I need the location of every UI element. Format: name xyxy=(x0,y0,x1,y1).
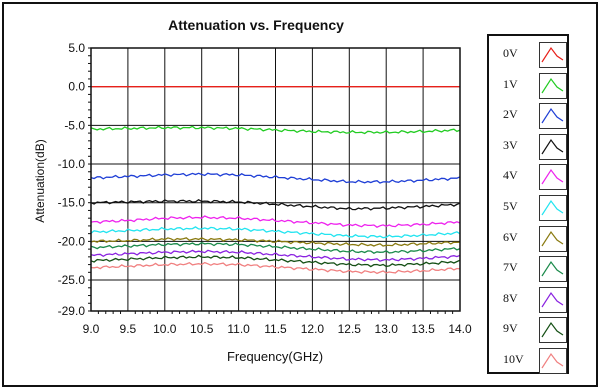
legend-swatch xyxy=(539,195,567,221)
legend-item-2V: 2V xyxy=(489,101,567,131)
y-tick-label: 5.0 xyxy=(68,41,85,55)
legend-swatch xyxy=(539,256,567,283)
legend-label: 3V xyxy=(503,137,518,152)
series-line-2V xyxy=(90,172,461,184)
y-axis-label: Attenuation(dB) xyxy=(33,139,47,222)
legend-item-9V: 9V xyxy=(489,315,567,345)
legend-label: 6V xyxy=(503,229,518,244)
legend: 0V 1V 2V 3V 4V 5V 6V 7V 8V 9V 10V xyxy=(487,34,569,374)
legend-label: 5V xyxy=(503,199,518,213)
series-line-8V xyxy=(90,249,461,262)
legend-swatch-line xyxy=(541,169,564,185)
y-tick-label: -5.0 xyxy=(64,118,85,132)
legend-swatch xyxy=(539,317,567,344)
legend-swatch-line xyxy=(541,322,564,338)
x-tick-label: 12.0 xyxy=(301,322,325,336)
series-line-10V xyxy=(90,261,461,275)
x-tick-label: 9.5 xyxy=(120,322,137,336)
y-tick-label: -10.0 xyxy=(58,157,86,171)
series-lines xyxy=(90,86,461,275)
x-tick-label: 10.0 xyxy=(153,322,177,336)
legend-swatch xyxy=(539,72,567,99)
y-tick-label: -20.0 xyxy=(58,234,86,248)
legend-swatch-line xyxy=(541,46,564,63)
series-line-6V xyxy=(90,237,461,247)
legend-swatch-line xyxy=(541,261,564,277)
legend-label: 4V xyxy=(503,168,518,183)
series-line-9V xyxy=(90,254,461,268)
legend-label: 10V xyxy=(503,352,524,366)
legend-swatch xyxy=(539,348,567,374)
series-line-5V xyxy=(90,226,461,239)
legend-swatch xyxy=(539,133,567,160)
legend-item-7V: 7V xyxy=(489,254,567,284)
legend-item-6V: 6V xyxy=(489,224,567,254)
x-tick-label: 11.0 xyxy=(227,322,250,336)
legend-item-1V: 1V xyxy=(489,71,567,101)
tick-labels: 9.0 9.5 10.0 10.5 11.0 11.5 12.0 12.5 13.0 13.5 14… xyxy=(58,41,472,336)
legend-item-10V: 10V xyxy=(489,346,567,376)
legend-swatch xyxy=(539,225,567,252)
x-tick-label: 13.5 xyxy=(411,322,435,336)
legend-label: 7V xyxy=(503,260,518,275)
legend-label: 2V xyxy=(503,107,518,122)
legend-item-4V: 4V xyxy=(489,162,567,192)
legend-item-3V: 3V xyxy=(489,132,567,162)
legend-item-0V: 0V xyxy=(489,40,567,70)
y-tick-label: -15.0 xyxy=(58,196,86,210)
legend-label: 8V xyxy=(503,290,518,305)
y-tick-label: -25.0 xyxy=(58,273,86,287)
legend-swatch xyxy=(539,164,567,191)
x-tick-label: 14.0 xyxy=(448,322,472,336)
y-tick-label: -29.0 xyxy=(58,304,86,318)
y-tick-label: 0.0 xyxy=(68,80,85,94)
legend-label: 1V xyxy=(503,76,518,91)
x-tick-label: 12.5 xyxy=(338,322,362,336)
legend-swatch-line xyxy=(541,108,564,124)
x-tick-label: 11.5 xyxy=(264,322,287,336)
legend-swatch-line xyxy=(541,230,564,246)
series-line-3V xyxy=(90,199,461,211)
legend-swatch xyxy=(539,103,567,130)
series-line-7V xyxy=(90,241,461,254)
legend-swatch xyxy=(539,42,567,68)
legend-swatch-line xyxy=(541,77,564,93)
legend-item-8V: 8V xyxy=(489,285,567,315)
x-tick-label: 9.0 xyxy=(83,322,100,336)
legend-swatch xyxy=(539,286,567,313)
legend-swatch-line xyxy=(541,352,564,369)
legend-label: 9V xyxy=(503,321,518,336)
series-line-1V xyxy=(90,125,461,135)
legend-label: 0V xyxy=(503,46,518,60)
x-axis-label: Frequency(GHz) xyxy=(227,349,323,364)
x-tick-label: 13.0 xyxy=(375,322,399,336)
plot-area-border xyxy=(90,47,461,312)
legend-item-5V: 5V xyxy=(489,193,567,223)
legend-swatch-line xyxy=(541,199,564,216)
series-line-4V xyxy=(90,215,461,228)
chart-title: Attenuation vs. Frequency xyxy=(168,17,344,33)
legend-swatch-line xyxy=(541,138,564,155)
x-tick-label: 10.5 xyxy=(190,322,214,336)
legend-swatch-line xyxy=(541,291,564,308)
